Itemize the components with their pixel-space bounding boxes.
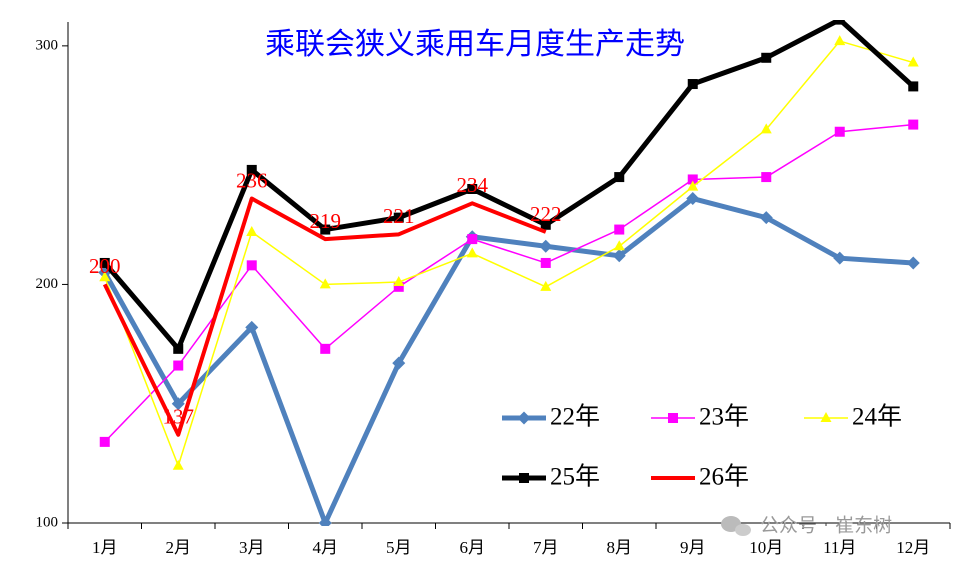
chart-title: 乘联会狭义乘用车月度生产走势 [265,28,685,61]
marker [614,172,625,183]
marker [834,35,846,46]
marker [171,397,185,411]
x-tick-label: 12月 [896,538,930,557]
marker [613,240,625,251]
marker [761,172,772,183]
marker [172,459,184,470]
marker [246,260,257,271]
x-tick-label: 8月 [607,538,633,557]
data-label: 219 [310,209,342,233]
y-tick-label: 200 [36,276,59,292]
marker [686,192,700,206]
x-tick-label: 1月 [92,538,118,557]
marker [612,249,626,263]
marker [320,224,331,235]
legend-label: 23年 [699,403,749,431]
marker [908,81,919,92]
y-tick-label: 100 [36,514,59,530]
marker [614,224,625,235]
axes: 100 200 300 1月 2月 3月 4月 5月 6月 7月 8月 9月 10月 11月 12月 [36,22,951,557]
marker [99,271,111,282]
series-line [104,123,914,443]
marker [245,320,259,334]
marker [173,343,184,354]
marker [908,119,919,130]
marker [907,56,919,67]
legend-label: 25年 [550,463,600,491]
x-tick-label: 4月 [313,538,339,557]
marker [759,211,773,225]
x-tick-label: 5月 [386,538,412,557]
marker [687,79,698,90]
marker [540,219,551,230]
x-tick-label: 9月 [680,538,706,557]
marker [392,356,406,370]
marker [687,180,699,191]
marker [467,234,478,245]
marker [761,52,772,63]
series-line [102,20,915,352]
marker [540,280,552,291]
x-tick-label: 3月 [239,538,265,557]
data-label: 200 [89,254,121,278]
marker [393,281,404,292]
marker [173,360,184,371]
x-tick-label: 10月 [749,538,783,557]
marker [539,239,553,253]
x-tick-label: 7月 [533,538,559,557]
data-label: 137 [163,405,195,429]
marker [668,413,678,423]
marker [833,251,847,265]
marker [393,212,404,223]
marker [467,184,478,194]
data-label: 234 [457,173,489,197]
legend-label: 26年 [699,463,749,491]
marker [906,256,920,270]
legend-label: 24年 [852,403,902,431]
series-line [104,40,914,467]
marker [540,257,551,268]
plot-area [98,20,920,526]
data-label: 221 [383,204,415,228]
marker [519,473,529,483]
marker [760,123,772,134]
data-label: 222 [530,202,562,226]
x-tick-label: 6月 [460,538,486,557]
marker [246,225,258,236]
marker [834,20,845,25]
marker [319,278,331,289]
marker [318,516,332,526]
legend-label: 22年 [550,403,600,431]
marker [246,164,257,175]
series-line [102,196,547,437]
watermark: 公众号 · 崔东树 [721,515,892,537]
marker [517,411,531,425]
data-label: 236 [236,168,268,192]
y-tick-label: 300 [36,37,59,53]
series-line [102,196,914,526]
marker [466,247,478,258]
x-tick-label: 11月 [823,538,856,557]
marker [687,174,698,185]
marker [393,276,405,287]
marker [99,257,110,268]
marker [99,436,110,447]
marker [320,343,331,354]
x-tick-label: 2月 [166,538,192,557]
watermark-text: 公众号 · 崔东树 [760,515,892,537]
marker [820,412,832,422]
marker [834,126,845,137]
